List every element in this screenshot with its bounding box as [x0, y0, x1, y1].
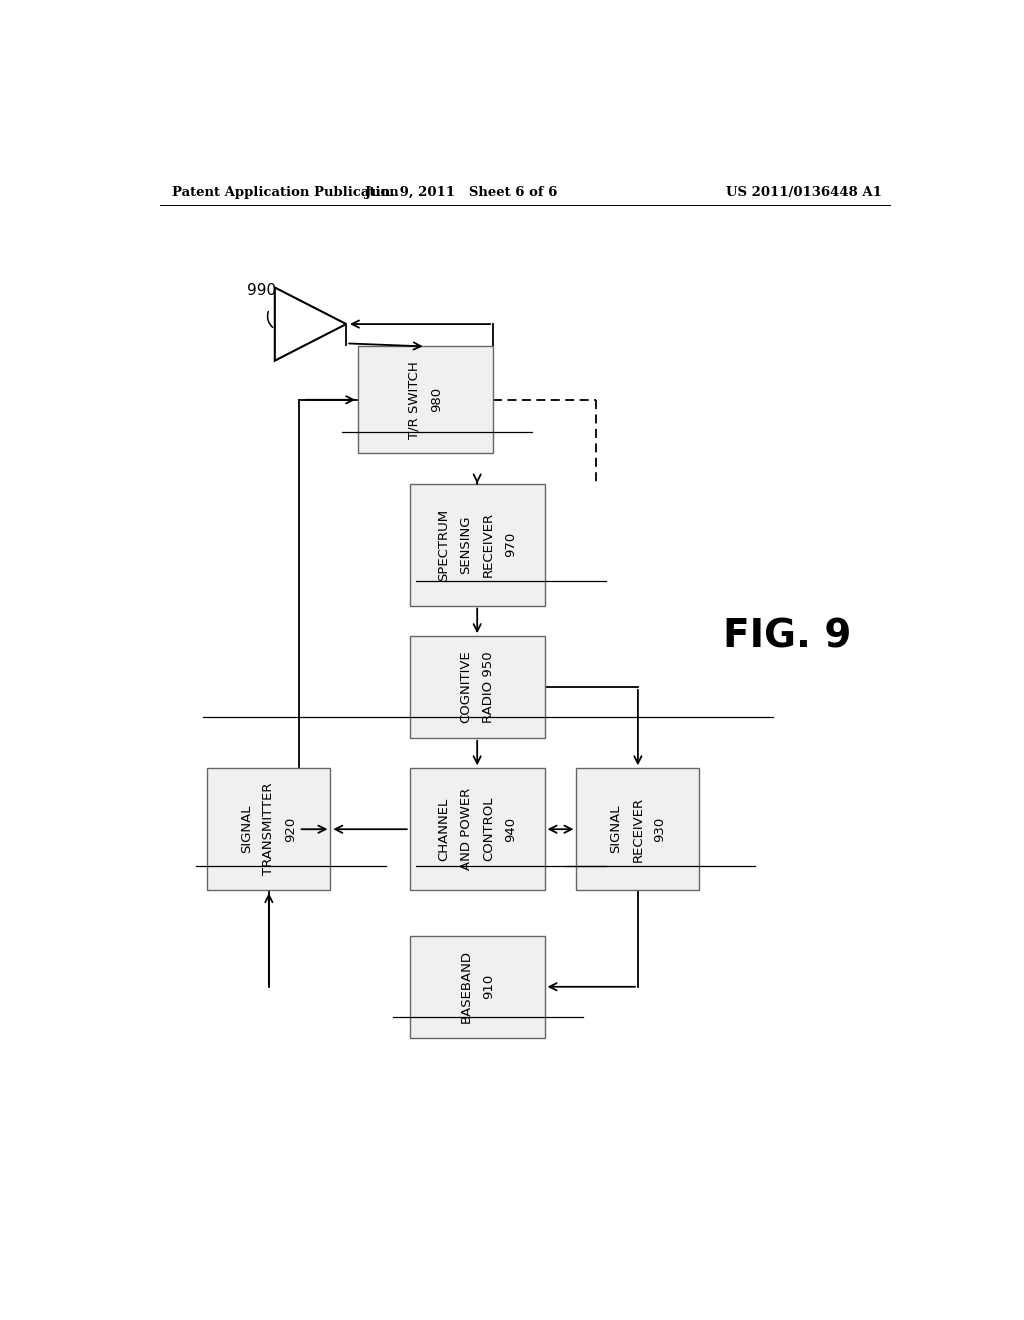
Bar — [410, 483, 545, 606]
Bar — [410, 636, 545, 738]
Text: SPECTRUM: SPECTRUM — [437, 508, 451, 581]
Bar — [410, 768, 545, 890]
Text: Jun. 9, 2011   Sheet 6 of 6: Jun. 9, 2011 Sheet 6 of 6 — [366, 186, 557, 199]
Bar — [207, 768, 331, 890]
Text: RADIO 950: RADIO 950 — [482, 651, 495, 723]
Text: 930: 930 — [653, 817, 667, 842]
Text: 970: 970 — [504, 532, 517, 557]
Text: CHANNEL: CHANNEL — [437, 797, 451, 861]
Text: AND POWER: AND POWER — [460, 788, 472, 870]
Text: 940: 940 — [504, 817, 517, 842]
Text: 910: 910 — [482, 974, 495, 999]
Text: 980: 980 — [430, 387, 443, 412]
Text: US 2011/0136448 A1: US 2011/0136448 A1 — [726, 186, 882, 199]
Text: SIGNAL: SIGNAL — [241, 805, 253, 854]
Text: SENSING: SENSING — [460, 515, 472, 574]
Text: 990: 990 — [247, 282, 275, 298]
Bar — [410, 936, 545, 1038]
Text: COGNITIVE: COGNITIVE — [460, 651, 472, 723]
Text: RECEIVER: RECEIVER — [482, 512, 495, 577]
Bar — [358, 346, 494, 453]
Text: Patent Application Publication: Patent Application Publication — [172, 186, 398, 199]
Text: SIGNAL: SIGNAL — [609, 805, 623, 854]
Text: 920: 920 — [285, 817, 298, 842]
Text: FIG. 9: FIG. 9 — [723, 618, 851, 655]
Text: CONTROL: CONTROL — [482, 797, 495, 862]
Text: TRANSMITTER: TRANSMITTER — [262, 783, 275, 875]
Text: RECEIVER: RECEIVER — [632, 797, 644, 862]
Text: T/R SWITCH: T/R SWITCH — [408, 360, 421, 438]
Bar — [577, 768, 699, 890]
Text: BASEBAND: BASEBAND — [460, 950, 472, 1023]
